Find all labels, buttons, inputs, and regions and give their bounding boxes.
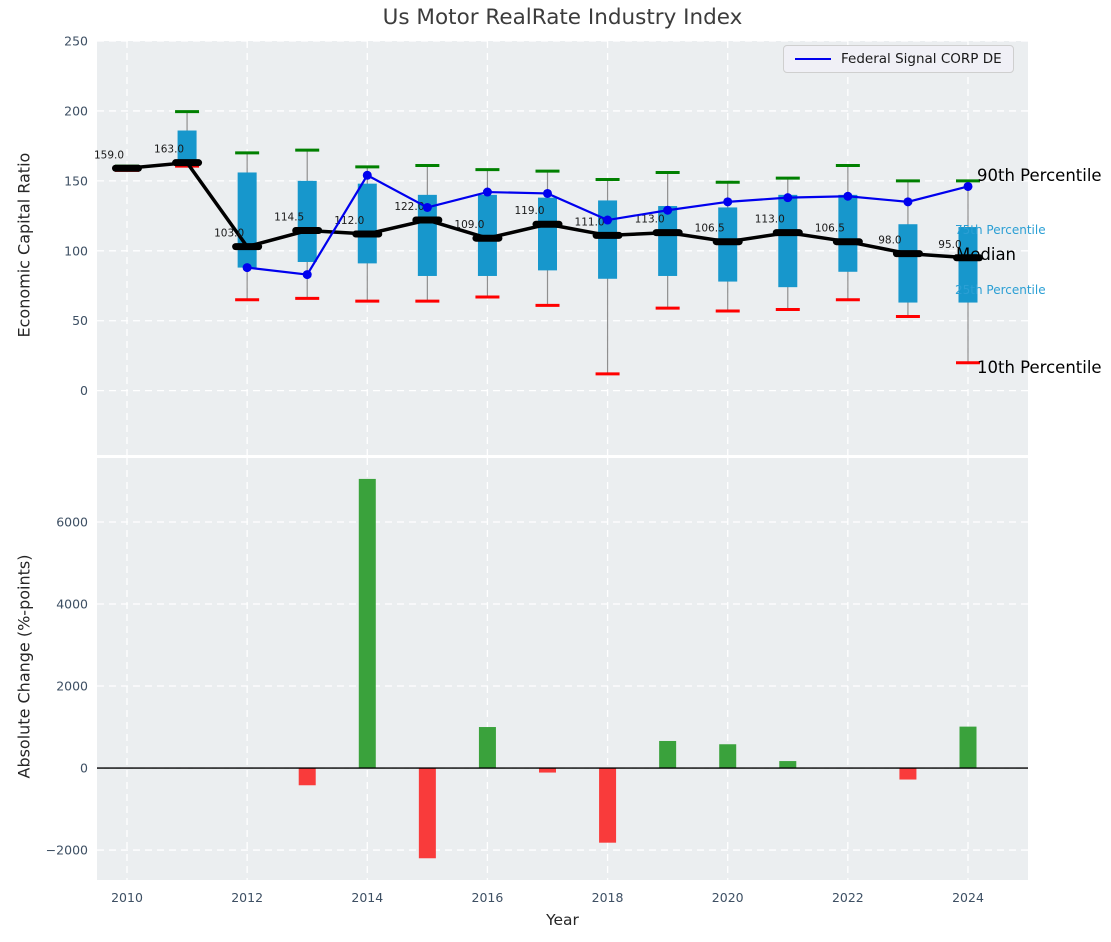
median-marker-2021: [772, 229, 803, 237]
iqr-box-2017: [538, 197, 557, 271]
top-y-axis-label: Economic Capital Ratio: [14, 152, 34, 338]
company-line-marker: [723, 197, 733, 207]
median-value-label-2012: 103.0: [214, 228, 244, 240]
company-line-marker: [362, 170, 372, 180]
median-marker-2016: [472, 234, 503, 242]
legend-line-swatch: [795, 58, 831, 60]
company-line-marker: [783, 193, 793, 203]
x-tick-label: 2020: [712, 890, 744, 905]
company-line-marker: [603, 215, 613, 225]
iqr-box-2021: [778, 194, 798, 288]
company-line-marker: [242, 263, 252, 273]
iqr-box-2024: [958, 227, 978, 303]
median-value-label-2010: 159.0: [94, 149, 124, 161]
change-bar-2017: [539, 768, 556, 773]
median-marker-2024: [953, 254, 983, 262]
bottom-plot-background: [97, 458, 1028, 880]
iqr-box-2013: [297, 180, 317, 262]
company-line-marker: [543, 188, 552, 198]
x-tick-label: 2024: [952, 890, 984, 905]
chart-title: Us Motor RealRate Industry Index: [382, 5, 743, 30]
change-bar-2023: [899, 768, 917, 780]
change-bar-2020: [719, 744, 737, 769]
median-value-label-2015: 122.0: [394, 201, 424, 213]
bottom-y-tick-label: 6000: [56, 514, 88, 529]
median-marker-2011: [172, 159, 203, 167]
top-y-tick-label: 50: [72, 313, 88, 328]
bottom-y-tick-label: 4000: [56, 596, 88, 611]
bottom-y-tick-label: 0: [80, 761, 88, 776]
company-line-marker: [422, 202, 432, 212]
change-bar-2016: [478, 727, 496, 769]
iqr-box-2022: [838, 194, 858, 272]
iqr-box-2014: [357, 183, 377, 264]
top-y-tick-label: 100: [64, 243, 88, 258]
annotation-25th-percentile: 25th Percentile: [955, 283, 1046, 297]
annotation-10th-percentile: 10th Percentile: [977, 358, 1102, 377]
bottom-y-tick-label: 2000: [56, 679, 88, 694]
median-value-label-2017: 119.0: [514, 205, 544, 217]
median-value-label-2013: 114.5: [274, 212, 304, 224]
company-line-marker: [302, 270, 312, 280]
median-marker-2019: [652, 229, 683, 237]
median-marker-2022: [832, 238, 863, 246]
median-value-label-2018: 111.0: [575, 216, 605, 228]
iqr-box-2015: [417, 194, 437, 276]
x-tick-label: 2016: [472, 890, 504, 905]
top-y-tick-label: 0: [80, 383, 88, 398]
legend-label: Federal Signal CORP DE: [841, 51, 1002, 67]
median-value-label-2024: 95.0: [938, 239, 961, 251]
top-y-tick-label: 250: [64, 34, 88, 49]
change-bar-2024: [959, 726, 977, 769]
median-marker-2014: [352, 230, 383, 238]
change-bar-2013: [298, 768, 316, 786]
iqr-box-2018: [598, 200, 618, 279]
iqr-box-2023: [898, 224, 918, 303]
annotation-median: Median: [956, 245, 1017, 264]
iqr-box-2011: [177, 130, 197, 165]
median-marker-2017: [532, 220, 563, 228]
iqr-box-2012: [237, 172, 257, 268]
top-y-tick-label: 200: [64, 103, 88, 118]
median-marker-2012: [232, 243, 263, 251]
top-y-tick-label: 150: [64, 173, 88, 188]
change-bar-2018: [599, 768, 617, 843]
company-line-marker: [663, 205, 673, 215]
median-marker-2010: [112, 164, 142, 172]
x-tick-label: 2022: [832, 890, 864, 905]
bottom-y-axis-label: Absolute Change (%-points): [14, 554, 34, 779]
change-bar-2014: [358, 478, 376, 769]
company-line-marker: [963, 181, 973, 191]
x-tick-label: 2014: [351, 890, 383, 905]
median-value-label-2022: 106.5: [815, 223, 845, 235]
median-value-label-2019: 113.0: [635, 214, 665, 226]
x-axis-label: Year: [546, 911, 579, 929]
x-tick-label: 2012: [231, 890, 263, 905]
median-value-label-2011: 163.0: [154, 144, 184, 156]
company-line-marker: [843, 191, 853, 201]
x-tick-label: 2018: [592, 890, 624, 905]
change-bar-2015: [418, 768, 436, 859]
company-line-marker: [903, 197, 913, 207]
median-value-label-2023: 98.0: [878, 235, 901, 247]
median-marker-2018: [592, 231, 623, 239]
median-marker-2015: [412, 216, 443, 224]
change-bar-2021: [779, 761, 797, 769]
company-line-marker: [482, 187, 492, 197]
annotation-75th-percentile: 75th Percentile: [955, 223, 1046, 237]
median-marker-2023: [892, 250, 923, 258]
median-marker-2020: [712, 238, 743, 246]
annotation-90th-percentile: 90th Percentile: [977, 166, 1102, 185]
median-marker-2013: [292, 227, 323, 235]
x-tick-label: 2010: [111, 890, 143, 905]
median-value-label-2020: 106.5: [695, 223, 725, 235]
median-value-label-2016: 109.0: [454, 219, 484, 231]
median-value-label-2021: 113.0: [755, 214, 785, 226]
bottom-y-tick-label: −2000: [46, 843, 88, 858]
change-bar-2019: [659, 740, 677, 769]
iqr-box-2019: [658, 206, 678, 276]
legend: Federal Signal CORP DE: [783, 45, 1014, 73]
